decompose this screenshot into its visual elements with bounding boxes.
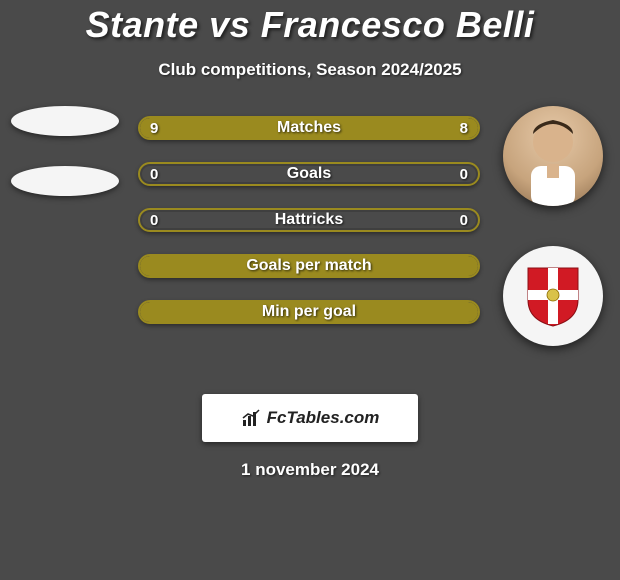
bar-value-left: 9 — [150, 118, 158, 138]
page-subtitle: Club competitions, Season 2024/2025 — [0, 60, 620, 80]
page-title: Stante vs Francesco Belli — [0, 0, 620, 46]
bar-label: Hattricks — [140, 210, 478, 230]
stat-bars: 98Matches00Goals00HattricksGoals per mat… — [138, 116, 480, 324]
bar-fill-right — [319, 118, 478, 138]
left-club-crest-placeholder — [11, 166, 119, 196]
brand-badge[interactable]: FcTables.com — [202, 394, 418, 442]
bar-label: Goals — [140, 164, 478, 184]
bar-value-left: 0 — [150, 210, 158, 230]
chart-icon — [241, 408, 261, 428]
bar-value-right: 8 — [460, 118, 468, 138]
player-silhouette-icon — [503, 106, 603, 206]
bar-value-right: 0 — [460, 210, 468, 230]
bar-fill-left — [140, 118, 319, 138]
left-player-photo-placeholder — [11, 106, 119, 136]
snapshot-date: 1 november 2024 — [0, 460, 620, 480]
brand-text: FcTables.com — [267, 408, 380, 428]
stat-bar: 98Matches — [138, 116, 480, 140]
right-club-crest — [503, 246, 603, 346]
right-player-column — [498, 106, 608, 346]
bar-fill — [140, 256, 478, 276]
right-player-photo — [503, 106, 603, 206]
stat-bar: 0 0Hattricks — [138, 208, 480, 232]
bar-value-left: 0 — [150, 164, 158, 184]
comparison-area: 98Matches00Goals00HattricksGoals per mat… — [0, 116, 620, 376]
stat-bar: 0 0Goals — [138, 162, 480, 186]
stat-bar: Min per goal — [138, 300, 480, 324]
stat-bar: Goals per match — [138, 254, 480, 278]
bar-value-right: 0 — [460, 164, 468, 184]
bar-fill — [140, 302, 478, 322]
left-player-column — [0, 106, 130, 196]
club-crest-icon — [526, 264, 580, 328]
